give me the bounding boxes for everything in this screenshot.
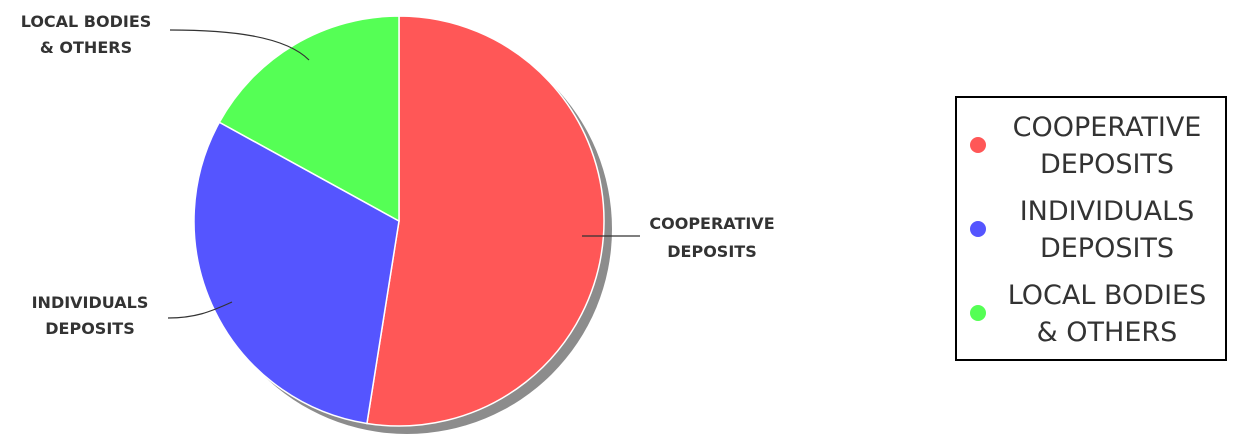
leader-line-local-bodies-and-others [169,29,310,61]
legend-label-local-bodies-and-others: LOCAL BODIES [1008,280,1207,311]
legend-label-individuals-deposits: INDIVIDUALS [1020,196,1195,227]
leader-line-individuals-deposits [167,301,233,319]
legend-label-local-bodies-and-others: & OTHERS [1037,317,1178,348]
legend-label-cooperative-deposits: DEPOSITS [1040,149,1174,180]
slice-label-cooperative-deposits: COOPERATIVE [649,214,774,233]
slice-label-local-bodies-and-others: & OTHERS [40,38,132,57]
legend-label-cooperative-deposits: COOPERATIVE [1013,112,1202,143]
legend-box [955,96,1227,361]
pie-slice-cooperative-deposits [366,15,605,427]
pie-slices [193,15,605,427]
slice-label-individuals-deposits: DEPOSITS [45,319,134,338]
slice-label-cooperative-deposits: DEPOSITS [667,242,756,261]
slice-label-individuals-deposits: INDIVIDUALS [32,293,149,312]
legend-label-individuals-deposits: DEPOSITS [1040,233,1174,264]
legend: COOPERATIVE DEPOSITS INDIVIDUALS DEPOSITS LO… [955,96,1227,361]
slice-labels: COOPERATIVE DEPOSITS INDIVIDUALS DEPOSITS LO… [21,12,775,338]
legend-swatch-local-bodies-and-others [970,305,986,321]
slice-label-local-bodies-and-others: LOCAL BODIES [21,12,152,31]
legend-swatch-cooperative-deposits [970,137,986,153]
pie-slice-local-bodies-and-others [218,15,400,223]
legend-swatch-individuals-deposits [970,221,986,237]
pie-slice-individuals-deposits [193,121,400,425]
